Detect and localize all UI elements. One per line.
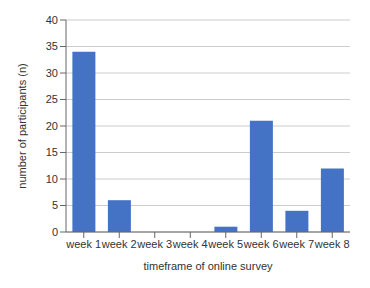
svg-text:10: 10 — [46, 173, 58, 185]
svg-text:week 4: week 4 — [172, 238, 208, 250]
svg-text:30: 30 — [46, 67, 58, 79]
svg-text:35: 35 — [46, 40, 58, 52]
svg-text:5: 5 — [52, 199, 58, 211]
svg-text:40: 40 — [46, 14, 58, 26]
svg-text:25: 25 — [46, 93, 58, 105]
svg-text:week 5: week 5 — [207, 238, 243, 250]
svg-text:week 1: week 1 — [65, 238, 101, 250]
svg-text:week 3: week 3 — [136, 238, 172, 250]
svg-text:20: 20 — [46, 120, 58, 132]
svg-text:week 8: week 8 — [314, 238, 350, 250]
svg-text:0: 0 — [52, 226, 58, 238]
svg-text:week 7: week 7 — [278, 238, 314, 250]
svg-text:week 6: week 6 — [243, 238, 279, 250]
svg-text:15: 15 — [46, 146, 58, 158]
svg-text:timeframe of online survey: timeframe of online survey — [144, 260, 273, 272]
svg-text:week 2: week 2 — [101, 238, 137, 250]
svg-text:number of participants (n): number of participants (n) — [16, 63, 28, 188]
